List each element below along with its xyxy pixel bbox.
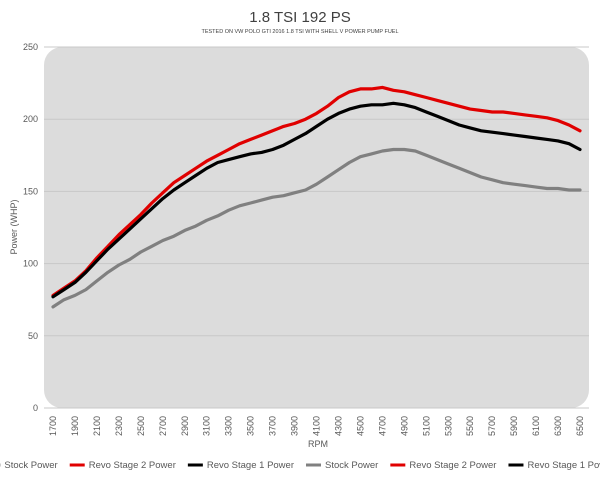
x-tick-label: 5700 <box>487 416 497 436</box>
legend: Stock Power Revo Stage 2 Power Revo Stage … <box>0 460 600 471</box>
legend-label: Revo Stage 1 Power <box>207 460 294 471</box>
legend-item: Revo Stage 1 Power <box>187 460 294 471</box>
x-tick-label: 2300 <box>114 416 124 436</box>
x-tick-label: 3500 <box>246 416 256 436</box>
chart-title: 1.8 TSI 192 PS <box>249 9 350 26</box>
x-tick-label: 4100 <box>312 416 322 436</box>
x-tick-label: 5100 <box>421 416 431 436</box>
legend-item: Revo Stage 2 Power <box>390 460 496 471</box>
y-tick-label: 50 <box>28 331 38 341</box>
legend-item: Stock Power <box>306 460 378 471</box>
plot-area <box>44 47 589 408</box>
x-tick-label: 5300 <box>443 416 453 436</box>
x-axis-label: RPM <box>308 439 328 449</box>
x-tick-label: 2100 <box>92 416 102 436</box>
x-tick-label: 4700 <box>377 416 387 436</box>
x-tick-label: 5900 <box>509 416 519 436</box>
x-tick-label: 6300 <box>553 416 563 436</box>
x-tick-label: 1700 <box>48 416 58 436</box>
y-tick-label: 200 <box>23 114 38 124</box>
y-axis-ticks: 0 50 100 150 200 250 <box>23 42 38 413</box>
y-tick-label: 150 <box>23 186 38 196</box>
x-tick-label: 1900 <box>70 416 80 436</box>
legend-label: Revo Stage 2 Power <box>89 460 176 471</box>
x-tick-label: 2500 <box>136 416 146 436</box>
x-tick-label: 2700 <box>158 416 168 436</box>
x-tick-label: 5500 <box>465 416 475 436</box>
legend-label: Revo Stage 2 Power <box>409 460 496 471</box>
x-tick-label: 2900 <box>180 416 190 436</box>
series-line-revo-stage-1-power <box>51 101 582 299</box>
legend-item: Revo Stage 1 Power <box>508 460 600 471</box>
x-tick-label: 4900 <box>399 416 409 436</box>
legend-item: Revo Stage 2 Power <box>69 460 176 471</box>
y-tick-label: 100 <box>23 259 38 269</box>
x-tick-label: 4300 <box>333 416 343 436</box>
legend-item: Stock Power <box>0 460 58 471</box>
x-tick-label: 3300 <box>224 416 234 436</box>
y-axis-label: Power (WHP) <box>9 199 19 254</box>
x-tick-label: 3100 <box>202 416 212 436</box>
x-tick-label: 3900 <box>290 416 300 436</box>
gridlines <box>44 46 589 409</box>
y-tick-label: 250 <box>23 42 38 52</box>
series-line-revo-stage-2-power <box>51 85 582 297</box>
legend-label: Stock Power <box>325 460 378 471</box>
legend-label: Stock Power <box>4 460 57 471</box>
y-tick-label: 0 <box>33 403 38 413</box>
series-line-stock-power <box>51 147 582 309</box>
x-tick-label: 6100 <box>531 416 541 436</box>
legend-label: Revo Stage 1 Power <box>527 460 600 471</box>
chart-subtitle: TESTED ON VW POLO GTI 2016 1.8 TSI WITH … <box>201 29 398 35</box>
x-tick-label: 6500 <box>575 416 585 436</box>
x-tick-label: 4500 <box>355 416 365 436</box>
x-axis-ticks: 1700 1900 2100 2300 2500 2700 2900 3100 3300 3500… <box>48 416 585 436</box>
x-tick-label: 3700 <box>268 416 278 436</box>
series-lines <box>51 85 582 309</box>
